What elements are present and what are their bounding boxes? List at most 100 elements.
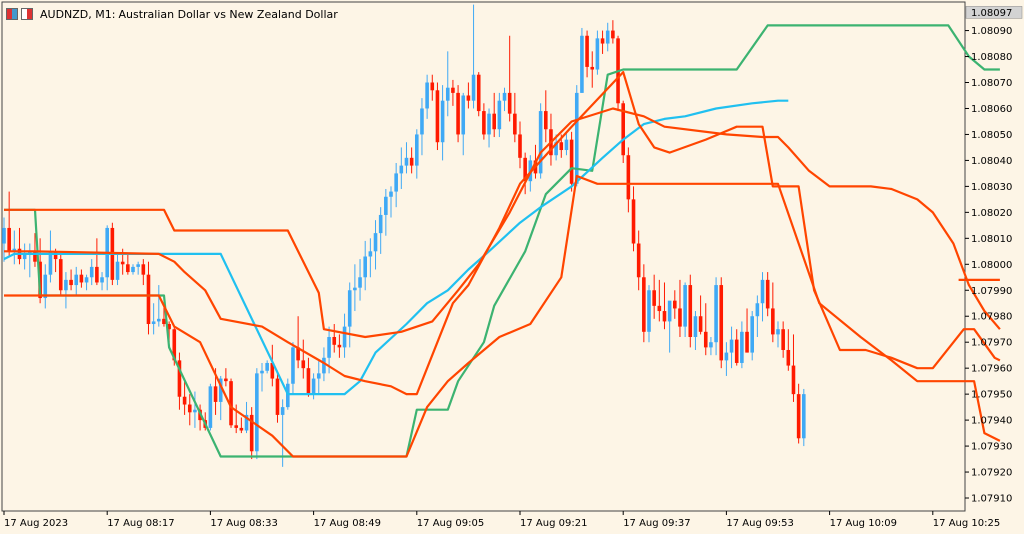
candle-body	[48, 251, 53, 275]
indicator-icon[interactable]	[21, 8, 33, 20]
candle-body	[445, 87, 450, 101]
candle-body	[162, 318, 166, 325]
candle-body	[559, 142, 564, 151]
candle-body	[750, 316, 754, 353]
candle	[688, 274, 693, 348]
candle-body	[218, 378, 223, 402]
candle-body	[100, 277, 104, 283]
candle	[332, 324, 337, 353]
candle	[497, 92, 502, 138]
candle	[760, 272, 765, 322]
candle-body	[7, 227, 11, 252]
candle	[141, 259, 146, 286]
candle	[131, 264, 135, 275]
line-green	[4, 24, 1000, 458]
candle-body	[353, 287, 357, 291]
candle-body	[327, 337, 331, 358]
candle	[22, 243, 27, 270]
chart-type-icon[interactable]	[6, 8, 18, 20]
candle	[771, 282, 775, 343]
candle	[786, 329, 791, 371]
candle-body	[693, 316, 698, 338]
plot-border	[1, 1, 966, 512]
candle-body	[58, 259, 63, 291]
price-tick-label: 1.08030	[971, 182, 1012, 193]
candle-body	[22, 253, 27, 260]
symbol-description: Australian Dollar vs New Zealand Dollar	[118, 7, 338, 21]
candle	[461, 92, 466, 156]
candle	[492, 92, 496, 138]
candle	[430, 74, 435, 101]
candle-body	[363, 256, 367, 278]
candle	[652, 274, 656, 319]
candle-body	[523, 157, 527, 182]
candle	[574, 85, 579, 187]
candle-body	[95, 266, 99, 283]
candle	[2, 217, 6, 262]
candle-body	[518, 134, 522, 158]
candle-body	[667, 300, 672, 322]
candle-body	[724, 352, 729, 361]
candle	[316, 360, 321, 395]
price-tick-label: 1.08050	[971, 130, 1012, 141]
candle-body	[141, 264, 146, 275]
candle	[554, 134, 558, 161]
candle-body	[415, 134, 419, 166]
candle-body	[513, 113, 517, 135]
candle-body	[177, 360, 182, 397]
candle-body	[255, 373, 259, 452]
candle	[616, 35, 620, 112]
candle-body	[729, 339, 734, 353]
candle	[662, 282, 667, 330]
candle-body	[461, 95, 466, 135]
candle	[445, 51, 450, 117]
candle-body	[719, 285, 724, 361]
candle	[136, 261, 140, 275]
candle	[802, 388, 806, 447]
price-tick-label: 1.08040	[971, 156, 1012, 167]
candle-body	[492, 113, 496, 130]
candle-body	[28, 251, 32, 254]
candle	[28, 243, 32, 278]
candle	[482, 103, 486, 140]
candle-body	[229, 381, 233, 426]
candle	[471, 4, 476, 109]
candle-body	[69, 279, 73, 286]
candle-body	[249, 414, 254, 452]
candle	[636, 230, 641, 291]
candle	[394, 163, 398, 208]
candle-body	[714, 285, 718, 343]
candle-body	[332, 337, 337, 345]
candle	[734, 329, 739, 366]
candle	[538, 103, 543, 179]
candle-body	[404, 157, 409, 166]
candle	[404, 142, 409, 174]
candle	[745, 308, 749, 353]
candle	[781, 321, 785, 358]
candle	[523, 152, 527, 195]
candle-body	[286, 383, 290, 408]
candle-body	[642, 277, 646, 332]
candle-body	[564, 139, 569, 151]
candle	[162, 305, 166, 327]
candle	[420, 98, 424, 156]
candle	[105, 225, 109, 291]
candle-body	[79, 274, 84, 283]
candle	[224, 368, 228, 387]
candle	[791, 334, 796, 402]
candle-body	[476, 74, 481, 112]
candle-body	[745, 331, 749, 353]
price-tick-label: 1.08060	[971, 104, 1012, 115]
candle	[126, 253, 130, 275]
price-tick-label: 1.08000	[971, 260, 1012, 271]
candle-body	[776, 329, 780, 335]
candle	[729, 326, 734, 369]
candle-body	[420, 108, 424, 135]
candle	[187, 394, 192, 426]
candle-body	[626, 155, 631, 200]
candle	[642, 264, 646, 343]
candle-body	[12, 248, 17, 252]
candle-body	[270, 362, 275, 379]
